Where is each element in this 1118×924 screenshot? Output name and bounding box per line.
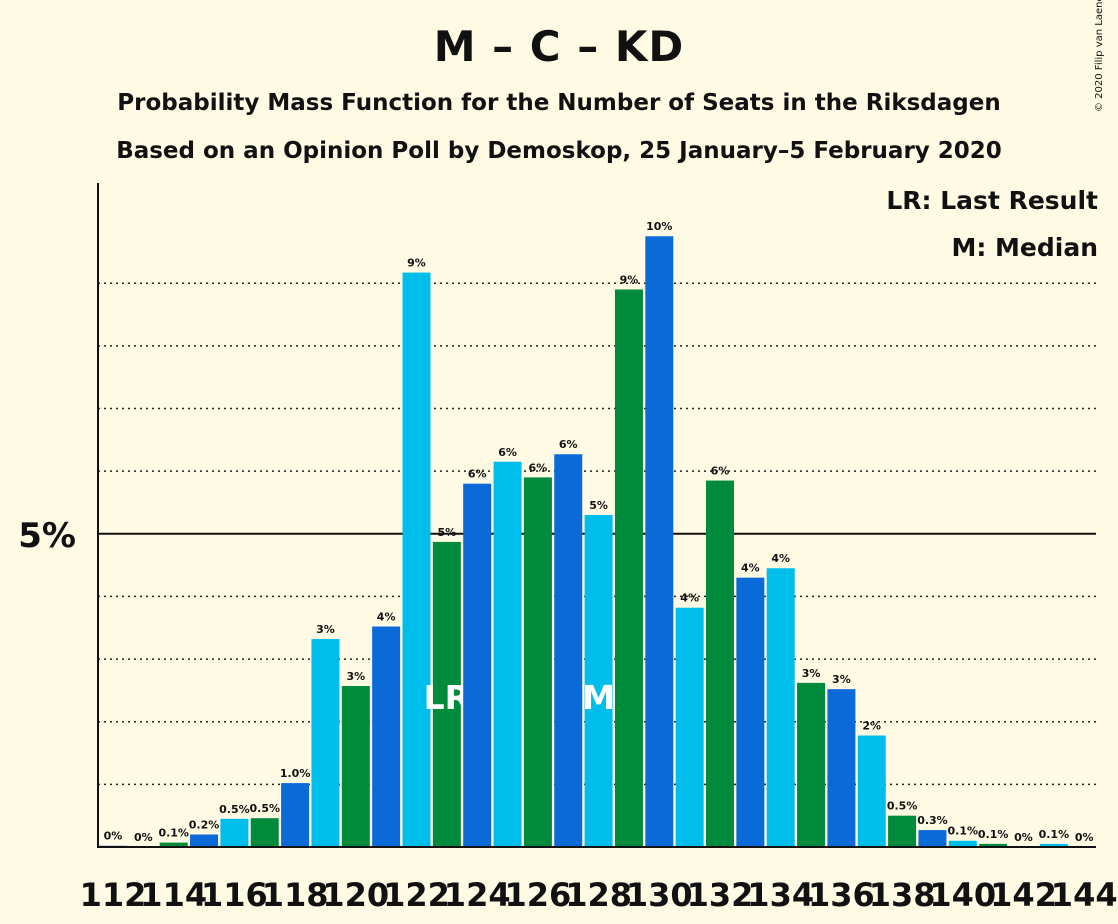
- data-label-seat-123: 5%: [438, 526, 457, 539]
- x-tick-label: 140: [929, 876, 996, 914]
- data-label-seat-124: 6%: [468, 468, 487, 481]
- data-label-seat-133: 4%: [741, 562, 760, 575]
- bar-seat-127: [554, 454, 583, 847]
- chart-subtitle-poll-type: Probability Mass Function for the Number…: [117, 90, 1001, 116]
- data-label-seat-129: 9%: [620, 273, 639, 286]
- bar-seat-132: [706, 480, 734, 847]
- bar-seat-134: [766, 568, 795, 847]
- data-label-seat-114: 0.1%: [158, 827, 189, 840]
- data-label-seat-134: 4%: [771, 552, 790, 565]
- legend-last-result: LR: Last Result: [886, 186, 1098, 215]
- data-label-seat-116: 0.5%: [219, 803, 250, 816]
- data-label-seat-115: 0.2%: [189, 818, 220, 831]
- x-tick-label: 126: [505, 876, 572, 914]
- bar-seat-117: [250, 818, 279, 847]
- bar-seat-141: [979, 843, 1008, 847]
- x-tick-label: 142: [990, 876, 1057, 914]
- x-tick-label: 116: [201, 876, 268, 914]
- data-label-seat-112: 0%: [104, 830, 123, 843]
- bar-seat-123: [432, 541, 461, 847]
- x-tick-label: 120: [322, 876, 389, 914]
- bar-seat-128: [584, 515, 613, 847]
- data-label-seat-127: 6%: [559, 438, 578, 451]
- x-tick-label: 124: [444, 876, 511, 914]
- data-label-seat-142: 0%: [1014, 831, 1033, 844]
- data-label-seat-119: 3%: [316, 623, 335, 636]
- bar-seat-135: [797, 682, 826, 847]
- data-label-seat-125: 6%: [498, 446, 517, 459]
- x-tick-label: 132: [687, 876, 754, 914]
- data-label-seat-117: 0.5%: [249, 802, 280, 815]
- x-tick-label: 114: [140, 876, 207, 914]
- data-label-seat-141: 0.1%: [978, 828, 1009, 841]
- data-label-seat-143: 0.1%: [1039, 828, 1070, 841]
- data-label-seat-120: 3%: [346, 670, 365, 683]
- data-label-seat-131: 4%: [680, 592, 699, 605]
- data-label-seat-135: 3%: [802, 667, 821, 680]
- data-label-seat-137: 2%: [862, 719, 881, 732]
- x-tick-label: 128: [565, 876, 632, 914]
- data-label-seat-121: 4%: [377, 611, 396, 624]
- x-tick-label: 144: [1051, 876, 1118, 914]
- x-tick-label: 118: [262, 876, 329, 914]
- data-label-seat-130: 10%: [646, 220, 672, 233]
- bar-seat-143: [1039, 843, 1068, 847]
- data-label-seat-118: 1.0%: [280, 767, 311, 780]
- bar-seat-130: [645, 236, 674, 847]
- data-label-seat-136: 3%: [832, 673, 851, 686]
- bar-seat-120: [341, 686, 370, 847]
- x-tick-label: 112: [80, 876, 147, 914]
- bar-seat-136: [827, 689, 856, 847]
- bar-seat-126: [523, 477, 552, 847]
- data-label-seat-122: 9%: [407, 257, 426, 270]
- bar-seat-118: [281, 783, 310, 847]
- legend-median: M: Median: [951, 233, 1098, 262]
- data-label-seat-128: 5%: [589, 499, 608, 512]
- bar-seat-137: [857, 735, 886, 847]
- bar-seat-125: [493, 461, 522, 847]
- bar-seat-139: [918, 830, 947, 847]
- bar-seat-129: [614, 289, 643, 847]
- bar-seat-122: [402, 272, 431, 847]
- bar-seat-133: [736, 577, 765, 847]
- data-label-seat-140: 0.1%: [948, 825, 979, 838]
- y-tick-label: 5%: [18, 516, 76, 556]
- data-label-seat-144: 0%: [1075, 831, 1094, 844]
- data-label-seat-113: 0%: [134, 831, 153, 844]
- chart-title: M – C – KD: [433, 22, 685, 71]
- bar-seat-140: [948, 840, 977, 847]
- bar-seat-121: [372, 626, 401, 847]
- x-tick-label: 136: [808, 876, 875, 914]
- bar-seat-115: [190, 834, 219, 847]
- x-tick-label: 138: [869, 876, 936, 914]
- data-label-seat-139: 0.3%: [917, 814, 948, 827]
- chart-subtitle-source: Based on an Opinion Poll by Demoskop, 25…: [116, 138, 1002, 164]
- bar-seat-138: [888, 815, 917, 847]
- bar-seat-116: [220, 818, 249, 847]
- last-result-marker: LR: [424, 678, 470, 717]
- bar-seat-131: [675, 607, 704, 847]
- x-tick-label: 122: [383, 876, 450, 914]
- x-tick-label: 130: [626, 876, 693, 914]
- x-tick-label: 134: [747, 876, 814, 914]
- bar-seat-124: [463, 483, 492, 847]
- data-label-seat-132: 6%: [711, 465, 730, 478]
- median-marker: M: [582, 678, 615, 717]
- data-label-seat-138: 0.5%: [887, 800, 918, 813]
- data-label-seat-126: 6%: [529, 461, 548, 474]
- bar-seat-114: [159, 842, 188, 847]
- bar-seat-119: [311, 639, 340, 847]
